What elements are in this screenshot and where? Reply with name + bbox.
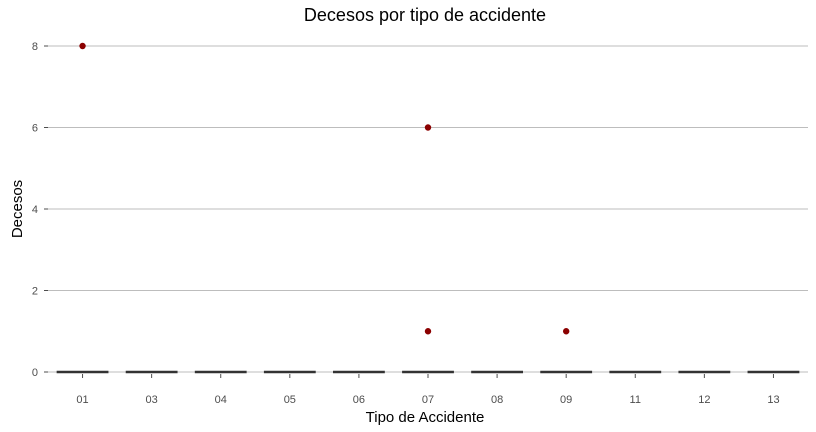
x-tick-label: 03 bbox=[146, 394, 158, 406]
y-axis: 0 2 4 6 8 bbox=[32, 41, 48, 379]
x-tick-label: 07 bbox=[422, 394, 434, 406]
x-tick-label: 04 bbox=[215, 394, 227, 406]
outlier-point-01 bbox=[79, 42, 86, 50]
x-tick-label: 09 bbox=[560, 394, 572, 406]
x-tick-label: 08 bbox=[491, 394, 503, 406]
y-tick-label: 8 bbox=[32, 41, 38, 53]
x-tick-label: 11 bbox=[630, 394, 641, 406]
outlier-point-09 bbox=[562, 328, 570, 335]
y-tick-label: 6 bbox=[32, 123, 38, 135]
chart-title: Decesos por tipo de accidente bbox=[304, 5, 546, 25]
x-tick-label: 13 bbox=[767, 394, 779, 406]
x-axis-title: Tipo de Accidente bbox=[366, 409, 485, 426]
x-tick-label: 01 bbox=[76, 394, 88, 406]
x-tick-label: 12 bbox=[698, 394, 710, 406]
x-tick-label: 05 bbox=[284, 394, 296, 406]
y-tick-label: 2 bbox=[32, 286, 38, 298]
outlier-point-07 bbox=[424, 124, 432, 131]
x-tick-label: 06 bbox=[353, 394, 365, 406]
y-tick-label: 0 bbox=[32, 367, 38, 379]
grid-lines bbox=[48, 45, 808, 373]
outlier-point-07 bbox=[424, 328, 432, 335]
y-axis-title: Decesos bbox=[9, 180, 26, 238]
x-axis: 01 03 04 05 06 07 08 09 11 12 13 bbox=[76, 374, 780, 406]
y-tick-label: 4 bbox=[32, 204, 38, 216]
outlier-points bbox=[79, 42, 570, 335]
